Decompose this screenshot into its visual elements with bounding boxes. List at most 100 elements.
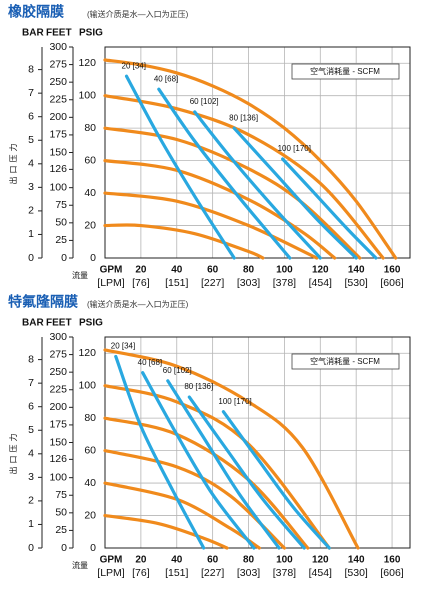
plot-frame <box>104 46 411 259</box>
x2-tick-label: [454] <box>309 567 332 579</box>
x2-tick-label: [378] <box>273 277 296 289</box>
axis-header: BAR <box>22 28 44 39</box>
legend-box <box>291 63 400 80</box>
curve-label: 40 [68] <box>154 74 178 83</box>
y2-tick-label: 225 <box>49 94 67 106</box>
axis-header: FEET <box>46 318 72 329</box>
x-axis-header: GPM <box>100 555 123 566</box>
y3-tick-label: 5 <box>28 134 34 146</box>
y2-tick-label: 100 <box>49 181 67 193</box>
curve <box>103 58 398 260</box>
x-axis-title: 流量 <box>72 560 88 570</box>
y3-tick-label: 2 <box>28 495 34 507</box>
legend-box <box>291 353 400 370</box>
y-tick-label: 80 <box>84 412 96 424</box>
y2-tick-label: 150 <box>49 436 67 448</box>
y2-tick-label: 0 <box>61 542 67 554</box>
curve <box>221 410 331 550</box>
chart: 橡胶隔膜 (输送介质是水—入口为正压)BAR FEET PSIG出口压力0204060… <box>8 4 411 289</box>
x2-tick-label: [303] <box>237 567 260 579</box>
y2-tick-label: 275 <box>49 348 67 360</box>
x2-tick-label: [151] <box>165 567 188 579</box>
curve-label: 80 [136] <box>229 113 258 122</box>
y3-tick-label: 7 <box>28 87 34 99</box>
curve <box>103 513 229 550</box>
y3-tick-label: 0 <box>28 542 34 554</box>
y-tick-label: 20 <box>84 219 96 231</box>
y-tick-label: 40 <box>84 477 96 489</box>
y-axis-title: 出口压力 <box>8 431 18 475</box>
curve <box>124 74 236 260</box>
x2-tick-label: [454] <box>309 277 332 289</box>
y3-tick-label: 1 <box>28 518 34 530</box>
x2-tick-label: [606] <box>380 567 403 579</box>
curve <box>103 159 337 260</box>
y2-tick-label: 275 <box>49 58 67 70</box>
y2-tick-label: 100 <box>49 471 67 483</box>
curve <box>281 157 378 260</box>
x2-tick-label: [606] <box>380 277 403 289</box>
x-tick-label: 80 <box>243 555 255 566</box>
y-tick-label: 40 <box>84 187 96 199</box>
y3-tick-label: 4 <box>28 448 34 460</box>
y3-tick-label: 3 <box>28 181 34 193</box>
x-tick-label: 100 <box>276 265 293 276</box>
x-tick-label: 60 <box>207 265 219 276</box>
y3-tick-label: 4 <box>28 158 34 170</box>
curve <box>166 379 281 550</box>
y3-tick-label: 6 <box>28 400 34 412</box>
x-tick-label: 140 <box>348 555 365 566</box>
curve-label: 60 [102] <box>190 97 219 106</box>
y2-tick-label: 175 <box>49 129 67 141</box>
legend-title: 空气消耗量 - SCFM <box>310 66 380 76</box>
chart-title: 特氟隆隔膜 <box>8 294 78 310</box>
curve <box>141 371 256 550</box>
y2-tick-label: 50 <box>55 507 67 519</box>
y-axis-title: 出口压力 <box>8 141 18 185</box>
curve-label: 80 [136] <box>184 382 213 391</box>
y-tick-label: 0 <box>90 542 96 554</box>
curve <box>157 87 292 260</box>
y3-tick-label: 8 <box>28 63 34 75</box>
x2-tick-label: [530] <box>344 277 367 289</box>
curve <box>187 395 306 550</box>
curve <box>103 348 360 550</box>
y2-tick-label: 225 <box>49 384 67 396</box>
y2-tick-label: 300 <box>49 331 67 343</box>
y-tick-label: 80 <box>84 122 96 134</box>
x-tick-label: 20 <box>135 265 147 276</box>
y3-tick-label: 3 <box>28 471 34 483</box>
curve-label: 20 [34] <box>122 61 146 70</box>
y2-tick-label: 50 <box>55 217 67 229</box>
x-tick-label: 20 <box>135 555 147 566</box>
axis-header: FEET <box>46 28 72 39</box>
y2-tick-label: 200 <box>49 111 67 123</box>
x-tick-label: 80 <box>243 265 255 276</box>
y-tick-label: 20 <box>84 509 96 521</box>
x2-axis-header: [LPM] <box>97 567 125 579</box>
y2-tick-label: 126 <box>49 163 67 175</box>
x-axis-title: 流量 <box>72 270 88 280</box>
curve-label: 40 [68] <box>138 358 162 367</box>
y-tick-label: 0 <box>90 252 96 264</box>
x2-tick-label: [227] <box>201 277 224 289</box>
y2-tick-label: 150 <box>49 146 67 158</box>
x-tick-label: 140 <box>348 265 365 276</box>
y2-tick-label: 200 <box>49 401 67 413</box>
curve <box>103 384 331 550</box>
y2-tick-label: 300 <box>49 41 67 53</box>
x2-tick-label: [378] <box>273 567 296 579</box>
curve-label: 20 [34] <box>111 342 135 351</box>
y3-tick-label: 5 <box>28 424 34 436</box>
x-tick-label: 60 <box>207 555 219 566</box>
y3-tick-label: 7 <box>28 377 34 389</box>
y-tick-label: 60 <box>84 154 96 166</box>
y2-tick-label: 75 <box>55 199 67 211</box>
x-tick-label: 160 <box>384 265 401 276</box>
y2-tick-label: 25 <box>55 234 67 246</box>
curve <box>103 223 265 260</box>
y2-tick-label: 25 <box>55 524 67 536</box>
curve <box>103 126 362 260</box>
curve-label: 60 [102] <box>163 366 192 375</box>
